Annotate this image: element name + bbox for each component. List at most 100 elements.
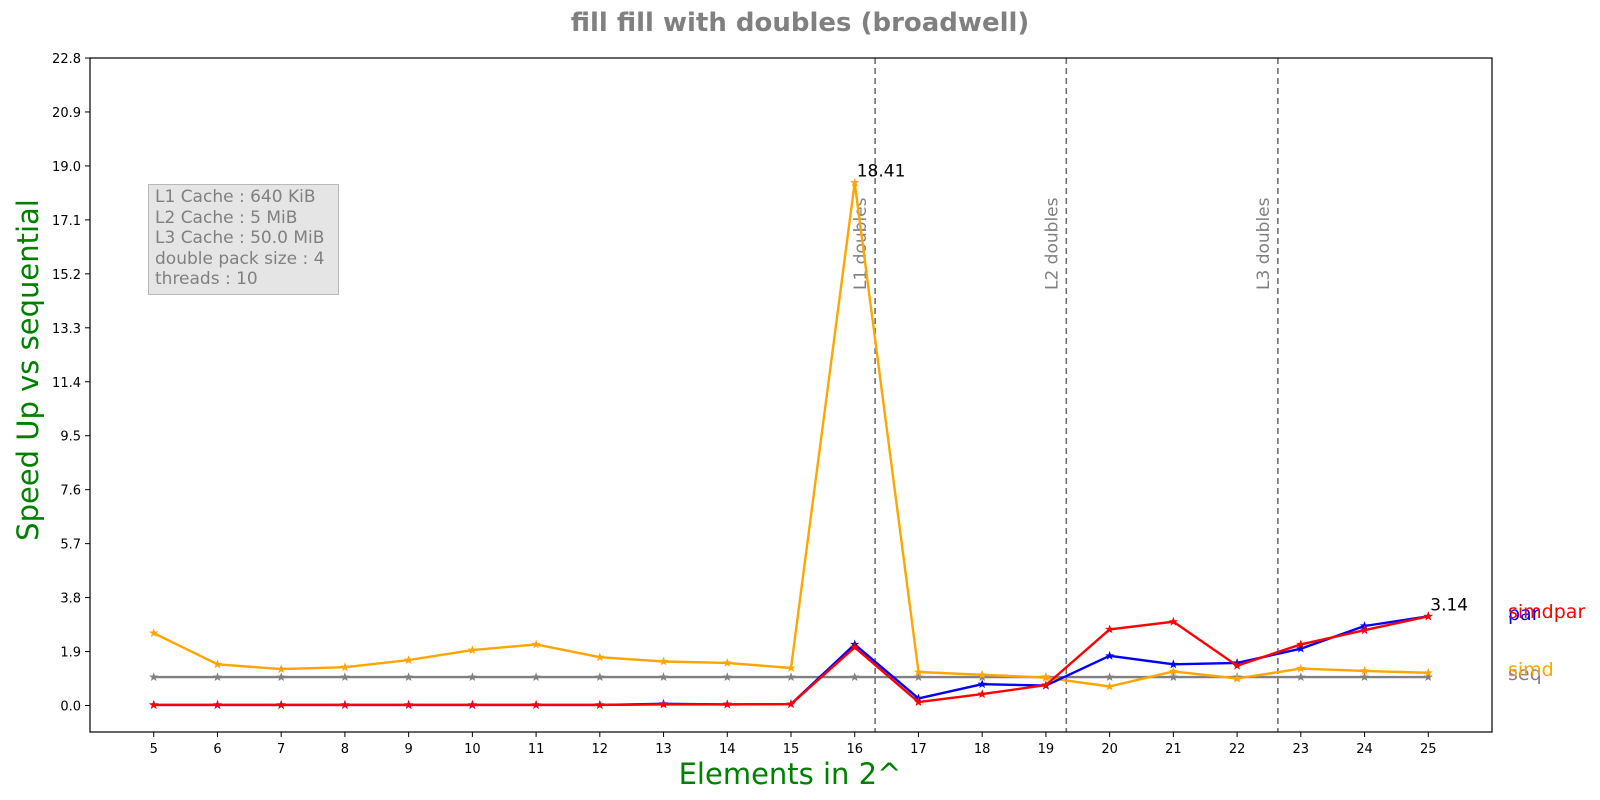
- data-point-simd-7: [276, 664, 286, 674]
- data-point-simd-13: [658, 656, 669, 666]
- series-tag-simd: simd: [1508, 659, 1554, 681]
- data-point-seq-6: [212, 672, 223, 682]
- data-point-seq-13: [658, 672, 669, 682]
- y-tick-label-12: 22.8: [52, 52, 81, 67]
- data-point-simd-23: [1296, 663, 1306, 673]
- vline-label-1: L1 doubles: [851, 197, 871, 290]
- data-point-simdpar-23: [1296, 639, 1306, 649]
- data-point-simd-17: [913, 667, 924, 676]
- data-point-simd-22: [1232, 673, 1242, 683]
- data-point-simdpar-24: [1359, 625, 1370, 635]
- data-point-simd-5: [149, 628, 159, 638]
- x-tick-label-17: 17: [910, 742, 927, 757]
- series-tag-par: par: [1508, 603, 1540, 625]
- data-point-simdpar-25: [1423, 611, 1433, 621]
- data-point-simdpar-5: [149, 699, 159, 709]
- data-point-seq-24: [1359, 672, 1370, 682]
- x-tick-label-20: 20: [1101, 742, 1118, 757]
- data-point-simdpar-13: [658, 699, 669, 709]
- annotations: 18.41 3.14: [857, 162, 1468, 616]
- x-tick-label-10: 10: [464, 742, 481, 757]
- data-point-simd-19: [1041, 672, 1051, 682]
- data-point-simd-16: [850, 177, 860, 187]
- data-point-simdpar-21: [1168, 616, 1179, 626]
- data-point-seq-9: [403, 672, 414, 682]
- data-point-simd-11: [531, 639, 541, 649]
- x-tick-label-6: 6: [213, 742, 221, 757]
- data-point-simd-25: [1423, 667, 1433, 677]
- series-tag-simdpar: simdpar: [1508, 601, 1586, 623]
- y-axis-label: Speed Up vs sequential: [11, 199, 45, 541]
- y-tick-label-7: 13.3: [52, 322, 81, 337]
- data-point-seq-12: [595, 672, 605, 682]
- data-point-simdpar-15: [786, 699, 796, 709]
- y-tick-label-8: 15.2: [52, 268, 81, 283]
- data-point-simdpar-7: [276, 699, 286, 709]
- data-point-seq-20: [1104, 672, 1115, 682]
- data-point-seq-15: [786, 672, 796, 682]
- x-tick-label-24: 24: [1356, 742, 1373, 757]
- y-tick-label-3: 5.7: [60, 538, 81, 553]
- y-tick-label-5: 9.5: [60, 430, 81, 445]
- data-point-simd-12: [595, 652, 605, 662]
- data-point-simd-18: [977, 669, 987, 679]
- x-tick-label-12: 12: [592, 742, 609, 757]
- series-group: [149, 177, 1433, 709]
- chart-title: fill fill with doubles (broadwell): [570, 8, 1030, 38]
- data-point-simdpar-18: [977, 689, 987, 699]
- data-point-simd-10: [467, 645, 478, 655]
- y-tick-label-11: 20.9: [52, 106, 81, 121]
- y-tick-label-4: 7.6: [60, 484, 81, 499]
- data-point-simdpar-11: [531, 699, 541, 709]
- data-point-par-20: [1104, 650, 1115, 660]
- data-point-seq-25: [1423, 672, 1433, 682]
- axes: 0.0 1.9 3.8 5.7 7.6 9.5 11.4 13.3 15.2 17.1 19.0 20…: [52, 52, 1493, 757]
- info-line-pack: double pack size : 4: [155, 248, 325, 269]
- data-point-seq-17: [913, 672, 924, 682]
- series-line-simd: [153, 181, 1429, 688]
- data-point-seq-23: [1296, 672, 1306, 682]
- vline-label-2: L2 doubles: [1042, 197, 1062, 290]
- x-tick-label-11: 11: [528, 742, 545, 757]
- data-point-simdpar-17: [913, 697, 924, 707]
- data-point-simdpar-9: [403, 699, 414, 709]
- x-tick-label-15: 15: [783, 742, 800, 757]
- cache-lines: L1 doubles L2 doubles L3 doubles: [851, 58, 1279, 732]
- data-point-simdpar-14: [722, 699, 732, 709]
- info-line-l1: L1 Cache : 640 KiB: [155, 187, 316, 207]
- y-tick-label-10: 19.0: [52, 160, 81, 175]
- data-point-simd-21: [1168, 666, 1179, 676]
- y-tick-label-1: 1.9: [60, 646, 81, 661]
- data-point-par-21: [1168, 659, 1179, 669]
- data-point-seq-16: [850, 672, 860, 682]
- x-tick-label-8: 8: [341, 742, 349, 757]
- data-point-seq-5: [149, 672, 159, 682]
- data-point-seq-10: [467, 672, 478, 682]
- data-point-simd-6: [212, 659, 223, 669]
- data-point-seq-11: [531, 672, 541, 682]
- info-line-l3: L3 Cache : 50.0 MiB: [155, 228, 325, 248]
- data-point-simdpar-19: [1041, 680, 1051, 690]
- x-tick-label-21: 21: [1165, 742, 1182, 757]
- x-tick-label-13: 13: [655, 742, 672, 757]
- data-point-simd-15: [786, 663, 796, 672]
- data-point-seq-14: [722, 672, 732, 682]
- x-tick-label-7: 7: [277, 742, 285, 757]
- data-point-par-23: [1296, 643, 1306, 653]
- data-point-simd-9: [403, 655, 414, 665]
- y-tick-label-2: 3.8: [60, 592, 81, 607]
- vline-label-3: L3 doubles: [1254, 197, 1274, 290]
- x-tick-label-23: 23: [1293, 742, 1310, 757]
- data-point-simdpar-8: [340, 699, 350, 709]
- data-point-simd-8: [340, 662, 350, 672]
- info-line-threads: threads : 10: [155, 269, 258, 289]
- data-point-simdpar-6: [212, 699, 223, 709]
- value-annotation-1: 18.41: [857, 162, 906, 182]
- y-tick-label-0: 0.0: [60, 700, 81, 715]
- data-point-simd-20: [1104, 681, 1115, 691]
- x-tick-label-16: 16: [846, 742, 863, 757]
- info-line-l2: L2 Cache : 5 MiB: [155, 207, 298, 228]
- data-point-simdpar-10: [467, 699, 478, 709]
- y-tick-label-6: 11.4: [52, 376, 81, 391]
